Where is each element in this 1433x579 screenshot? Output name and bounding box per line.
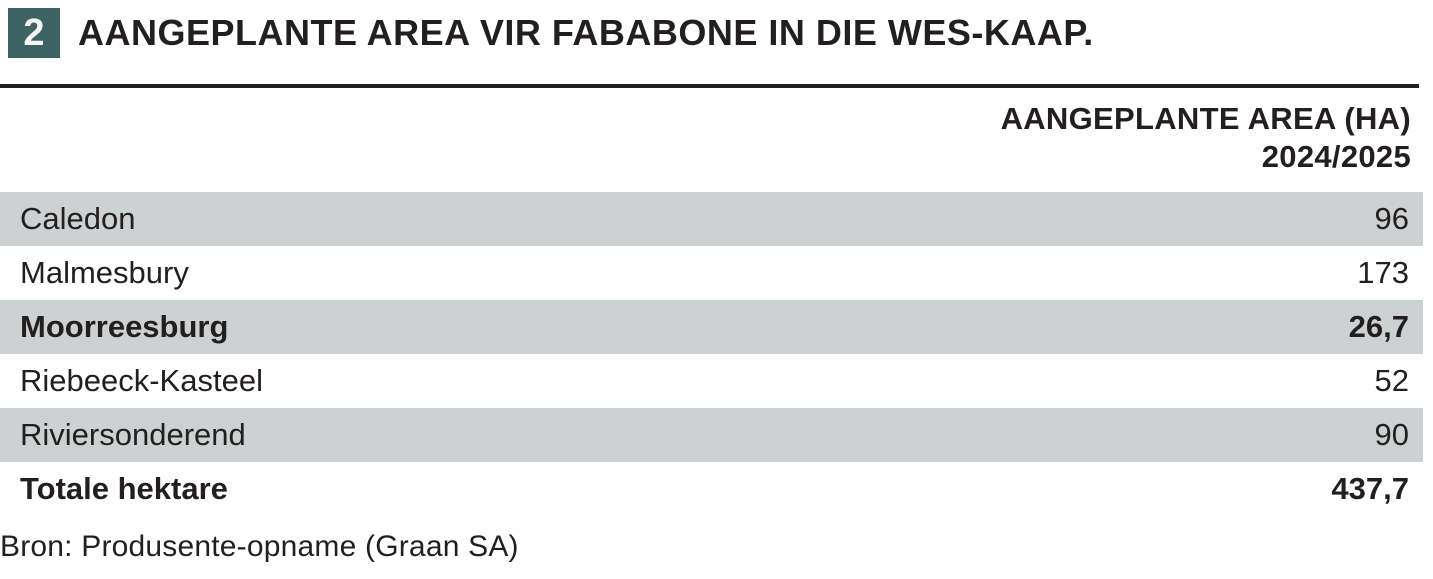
row-value: 437,7: [1331, 471, 1409, 506]
column-header-line1: AANGEPLANTE AREA (HA): [1000, 101, 1411, 136]
row-value: 52: [1374, 363, 1409, 398]
source-attribution: Bron: Produsente-opname (Graan SA): [0, 530, 519, 563]
row-label: Caledon: [20, 201, 136, 236]
figure-title: AANGEPLANTE AREA VIR FABABONE IN DIE WES…: [78, 12, 1094, 53]
table-row: Moorreesburg 26,7: [0, 300, 1423, 354]
row-label: Riviersonderend: [20, 417, 246, 452]
row-value: 96: [1374, 201, 1409, 236]
column-header-line2: 2024/2025: [1261, 139, 1411, 174]
row-label: Malmesbury: [20, 255, 189, 290]
row-label: Totale hektare: [20, 471, 228, 506]
row-value: 26,7: [1348, 309, 1409, 344]
row-label: Riebeeck-Kasteel: [20, 363, 263, 398]
table-row: Riviersonderend 90: [0, 408, 1423, 462]
table-row: Malmesbury 173: [0, 246, 1423, 300]
figure-header: 2 AANGEPLANTE AREA VIR FABABONE IN DIE W…: [0, 0, 1433, 58]
row-value: 173: [1357, 255, 1409, 290]
figure-number: 2: [23, 11, 45, 54]
planted-area-table: Caledon 96 Malmesbury 173 Moorreesburg 2…: [0, 192, 1433, 516]
table-row: Riebeeck-Kasteel 52: [0, 354, 1423, 408]
row-label: Moorreesburg: [20, 309, 229, 344]
title-divider-rule: [0, 84, 1419, 88]
table-row: Caledon 96: [0, 192, 1423, 246]
row-value: 90: [1374, 417, 1409, 452]
table-row-total: Totale hektare 437,7: [0, 462, 1423, 516]
figure-number-badge: 2: [8, 8, 60, 58]
column-header: AANGEPLANTE AREA (HA) 2024/2025: [0, 100, 1411, 176]
